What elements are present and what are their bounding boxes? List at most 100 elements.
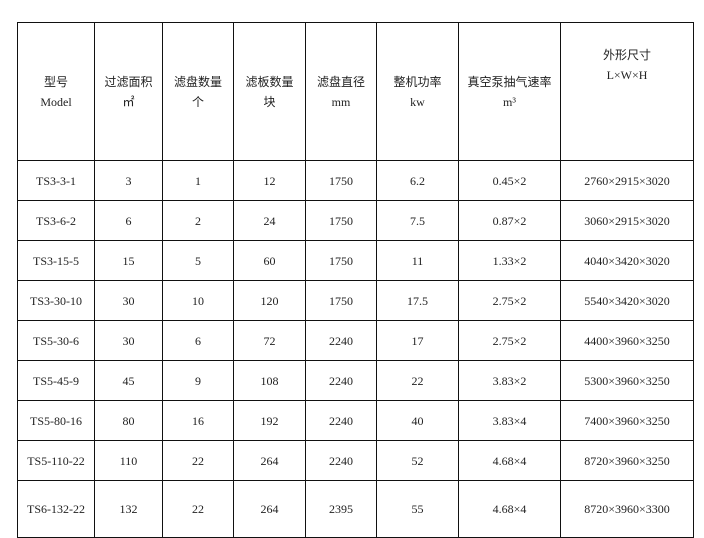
table-cell: 60 [233,240,306,281]
header-cell: 滤板数量块 [233,22,306,161]
model-cell: TS6-132-22 [17,480,95,538]
header-unit: mm [331,94,351,109]
header-cell: 型号 Model [17,22,95,161]
model-cell: TS5-110-22 [17,440,95,481]
header-cell: 滤盘数量个 [162,22,234,161]
header-cell: 真空泵抽气速率 m³ [458,22,561,161]
table-cell: 0.87×2 [458,200,561,241]
table-cell: 2240 [305,440,377,481]
table-cell: 16 [162,400,234,441]
table-cell: 11 [376,240,459,281]
table-cell: 17 [376,320,459,361]
table-cell: 264 [233,480,306,538]
table-cell: 120 [233,280,306,321]
table-row: TS5-45-9 45 9 108 2240 22 3.83×2 5300×3960×3250 [17,360,694,401]
table-cell: 6 [94,200,163,241]
table-cell: 108 [233,360,306,401]
table-cell: 3 [94,160,163,201]
table-cell: 0.45×2 [458,160,561,201]
table-cell: 4400×3960×3250 [560,320,694,361]
header-cell: 滤盘直径 mm [305,22,377,161]
table-cell: 22 [376,360,459,401]
header-cell: 整机功率 kw [376,22,459,161]
table-cell: 3060×2915×3020 [560,200,694,241]
table-row: TS3-6-2 6 2 24 1750 7.5 0.87×2 3060×2915×3020 [17,200,694,241]
table-cell: 192 [233,400,306,441]
table-row: TS6-132-22 132 22 264 2395 55 4.68×4 8720×3960×… [17,480,694,538]
table-row: TS5-80-16 80 16 192 2240 40 3.83×4 7400×3960×32… [17,400,694,441]
model-cell: TS5-45-9 [17,360,95,401]
table-cell: 2240 [305,360,377,401]
table-cell: 52 [376,440,459,481]
model-cell: TS3-15-5 [17,240,95,281]
table-cell: 110 [94,440,163,481]
header-label: 外形尺寸 [602,48,651,62]
table-cell: 55 [376,480,459,538]
table-cell: 3.83×2 [458,360,561,401]
header-label: 滤盘数量 [173,74,222,89]
table-cell: 7.5 [376,200,459,241]
header-cell: 外形尺寸 L×W×H [560,22,694,161]
table-cell: 30 [94,280,163,321]
table-cell: 22 [162,480,234,538]
table-cell: 132 [94,480,163,538]
table-cell: 6 [162,320,234,361]
table-cell: 1750 [305,160,377,201]
table-cell: 2240 [305,400,377,441]
table-cell: 5300×3960×3250 [560,360,694,401]
table-cell: 15 [94,240,163,281]
table-cell: 40 [376,400,459,441]
table-cell: 6.2 [376,160,459,201]
table-cell: 10 [162,280,234,321]
table-cell: 3.83×4 [458,400,561,441]
header-unit: kw [410,94,425,109]
table-cell: 1 [162,160,234,201]
table-cell: 4.68×4 [458,480,561,538]
header-unit: m³ [503,94,516,109]
table-cell: 1750 [305,200,377,241]
header-label: 型号 [43,74,68,89]
table-cell: 8720×3960×3300 [560,480,694,538]
model-cell: TS5-80-16 [17,400,95,441]
header-unit: Model [40,94,72,109]
model-cell: TS3-6-2 [17,200,95,241]
table-cell: 22 [162,440,234,481]
table-cell: 8720×3960×3250 [560,440,694,481]
table-row: TS3-3-1 3 1 12 1750 6.2 0.45×2 2760×2915×3020 [17,160,694,201]
table-row: TS5-30-6 30 6 72 2240 17 2.75×2 4400×3960×3250 [17,320,694,361]
table-cell: 264 [233,440,306,481]
model-cell: TS3-3-1 [17,160,95,201]
header-unit: ㎡ [122,94,135,109]
header-label: 真空泵抽气速率 [467,74,552,89]
model-cell: TS3-30-10 [17,280,95,321]
header-label: 滤板数量 [245,74,294,89]
table-cell: 9 [162,360,234,401]
table-cell: 5 [162,240,234,281]
header-unit: L×W×H [606,68,648,82]
table-cell: 24 [233,200,306,241]
header-label: 整机功率 [393,74,442,89]
table-cell: 4.68×4 [458,440,561,481]
table-cell: 72 [233,320,306,361]
table-cell: 2395 [305,480,377,538]
table-row: TS3-15-5 15 5 60 1750 11 1.33×2 4040×3420×3020 [17,240,694,281]
table-cell: 4040×3420×3020 [560,240,694,281]
table-cell: 1750 [305,240,377,281]
table-cell: 2.75×2 [458,320,561,361]
header-unit: 块 [263,94,276,109]
table-cell: 2240 [305,320,377,361]
table-cell: 80 [94,400,163,441]
table-cell: 5540×3420×3020 [560,280,694,321]
header-unit: 个 [191,94,204,109]
table-row: TS3-30-10 30 10 120 1750 17.5 2.75×2 5540×3420×… [17,280,694,321]
table-cell: 30 [94,320,163,361]
table-cell: 45 [94,360,163,401]
header-label: 过滤面积 [104,74,153,89]
header-label: 滤盘直径 [316,74,365,89]
table-cell: 2.75×2 [458,280,561,321]
table-cell: 2760×2915×3020 [560,160,694,201]
model-cell: TS5-30-6 [17,320,95,361]
